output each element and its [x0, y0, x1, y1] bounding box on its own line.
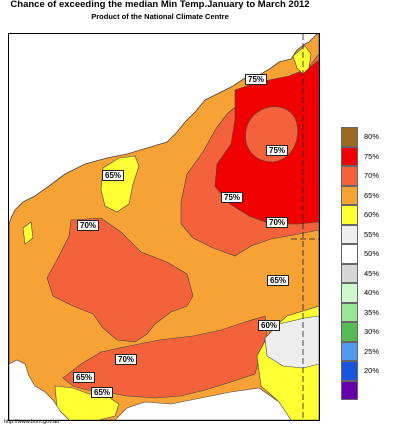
- legend-item: 40%: [341, 283, 411, 303]
- map-label-65pct-east: 65%: [267, 275, 290, 286]
- legend-label: 35%: [364, 307, 380, 317]
- map-label-75pct-east: 75%: [266, 145, 289, 156]
- legend-item: 20%: [341, 361, 411, 381]
- legend-label: 40%: [364, 288, 380, 297]
- map-label-75pct-north: 75%: [245, 74, 268, 85]
- legend-item: 25%: [341, 341, 411, 361]
- west-70pct-region: [46, 217, 194, 343]
- legend-swatch: [341, 263, 358, 283]
- legend-label: 55%: [364, 229, 380, 239]
- legend-swatch: [341, 322, 358, 342]
- legend-item: 60%: [341, 205, 411, 225]
- legend-label: 25%: [364, 346, 380, 356]
- map-title: Chance of exceeding the median Min Temp.…: [10, 0, 310, 10]
- legend-swatch: [341, 361, 358, 381]
- legend-swatch: [341, 341, 358, 361]
- legend-item: 50%: [341, 244, 411, 264]
- legend-swatch: [341, 283, 358, 303]
- legend-item: 80%: [341, 127, 411, 147]
- legend-swatch: [341, 224, 358, 244]
- legend-label: 80%: [364, 132, 380, 141]
- legend-label: 45%: [364, 268, 380, 278]
- legend-label: 30%: [364, 327, 380, 336]
- map-label-60pct-southeast: 60%: [258, 320, 281, 331]
- legend-label: 75%: [364, 151, 380, 161]
- legend-item: 35%: [341, 302, 411, 322]
- legend-item: 65%: [341, 185, 411, 205]
- legend-swatch: [341, 146, 358, 166]
- legend-item: 75%: [341, 146, 411, 166]
- legend-label: 65%: [364, 190, 380, 200]
- ocean-southwest: [9, 359, 70, 420]
- legend-swatch: [341, 302, 358, 322]
- map-legend: 80% 75% 70% 65% 60% 55% 50% 45% 40% 35% 30% 25% 20%: [341, 127, 411, 400]
- source-url: http://www.bom.gov.au: [4, 419, 60, 425]
- legend-item: 30%: [341, 322, 411, 342]
- legend-swatch: [341, 205, 358, 225]
- legend-item: [341, 380, 411, 400]
- legend-label: 50%: [364, 249, 380, 258]
- legend-swatch: [341, 127, 358, 147]
- legend-swatch: [341, 166, 358, 186]
- legend-item: 45%: [341, 263, 411, 283]
- legend-item: 55%: [341, 224, 411, 244]
- map-label-65pct-south: 65%: [91, 387, 114, 398]
- map-label-75pct-central: 75%: [221, 192, 244, 203]
- west-60pct-region: [22, 221, 34, 245]
- map-label-65pct-southwest: 65%: [73, 372, 96, 383]
- map-label-70pct-west: 70%: [77, 220, 100, 231]
- map-label-65pct-north: 65%: [102, 170, 125, 181]
- legend-swatch: [341, 380, 358, 400]
- legend-label: 70%: [364, 171, 380, 180]
- north-60pct-region: [292, 45, 312, 75]
- probability-map: [9, 34, 319, 420]
- legend-label: 60%: [364, 210, 380, 219]
- map-subtitle: Product of the National Climate Centre: [91, 12, 229, 21]
- map-label-70pct-south: 70%: [115, 354, 138, 365]
- map-frame: 75% 75% 75% 65% 70% 70% 65% 60% 70% 65% …: [8, 33, 320, 421]
- ocean-south: [114, 387, 292, 420]
- map-label-70pct-east: 70%: [266, 217, 289, 228]
- legend-swatch: [341, 244, 358, 264]
- legend-swatch: [341, 185, 358, 205]
- legend-item: 70%: [341, 166, 411, 186]
- legend-label: 20%: [364, 366, 380, 375]
